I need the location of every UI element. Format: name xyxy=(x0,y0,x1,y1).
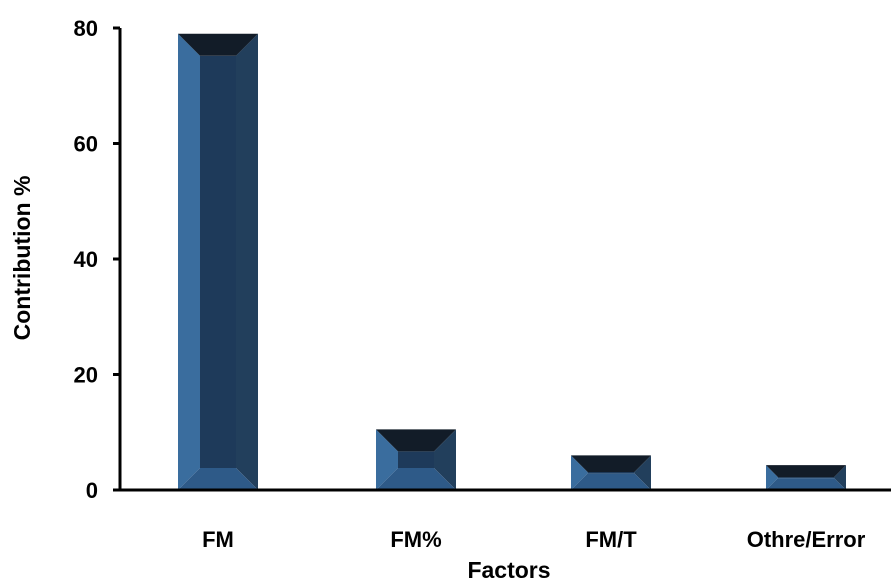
x-axis-title: Factors xyxy=(467,557,550,582)
bar-face-top xyxy=(178,33,258,56)
bar-fm xyxy=(178,33,258,491)
y-tick-label: 20 xyxy=(74,363,98,388)
bar-face-right xyxy=(236,33,258,491)
bar-face-bottom xyxy=(571,473,651,490)
bar-face-right xyxy=(834,465,846,490)
bar-face-bottom xyxy=(178,468,258,490)
bar-face-inner xyxy=(200,55,236,469)
bar-face-top xyxy=(376,429,456,452)
y-tick-label: 0 xyxy=(86,478,98,503)
bar-face-left xyxy=(766,465,778,490)
y-axis-title: Contribution % xyxy=(9,176,35,341)
bar-face-left xyxy=(178,33,200,491)
bar-fm-t xyxy=(571,455,651,490)
bar-face-left xyxy=(571,455,588,490)
bar-face-inner xyxy=(777,477,835,479)
bar-face-bottom xyxy=(766,478,846,490)
x-tick-label: FM xyxy=(202,527,234,552)
x-tick-labels: FM FM% FM/T Othre/Error xyxy=(202,527,866,552)
x-tick-label: FM/T xyxy=(585,527,637,552)
bar-face-inner xyxy=(587,471,635,474)
bar-face-top xyxy=(571,455,651,472)
bar-fm- xyxy=(376,429,456,490)
bar-face-right xyxy=(634,455,651,490)
x-tick-label: FM% xyxy=(390,527,441,552)
x-tick-label: Othre/Error xyxy=(747,527,866,552)
bar-face-right xyxy=(434,429,456,490)
bars-layer xyxy=(178,33,846,491)
y-ticks: 0 20 40 60 80 xyxy=(74,16,120,503)
bar-face-inner xyxy=(398,451,434,468)
bar-face-top xyxy=(766,465,846,478)
bar-face-left xyxy=(376,429,398,490)
y-tick-label: 40 xyxy=(74,247,98,272)
bar-face-bottom xyxy=(376,468,456,490)
y-tick-label: 60 xyxy=(74,132,98,157)
y-tick-label: 80 xyxy=(74,16,98,41)
bar-othre-error xyxy=(766,465,846,490)
